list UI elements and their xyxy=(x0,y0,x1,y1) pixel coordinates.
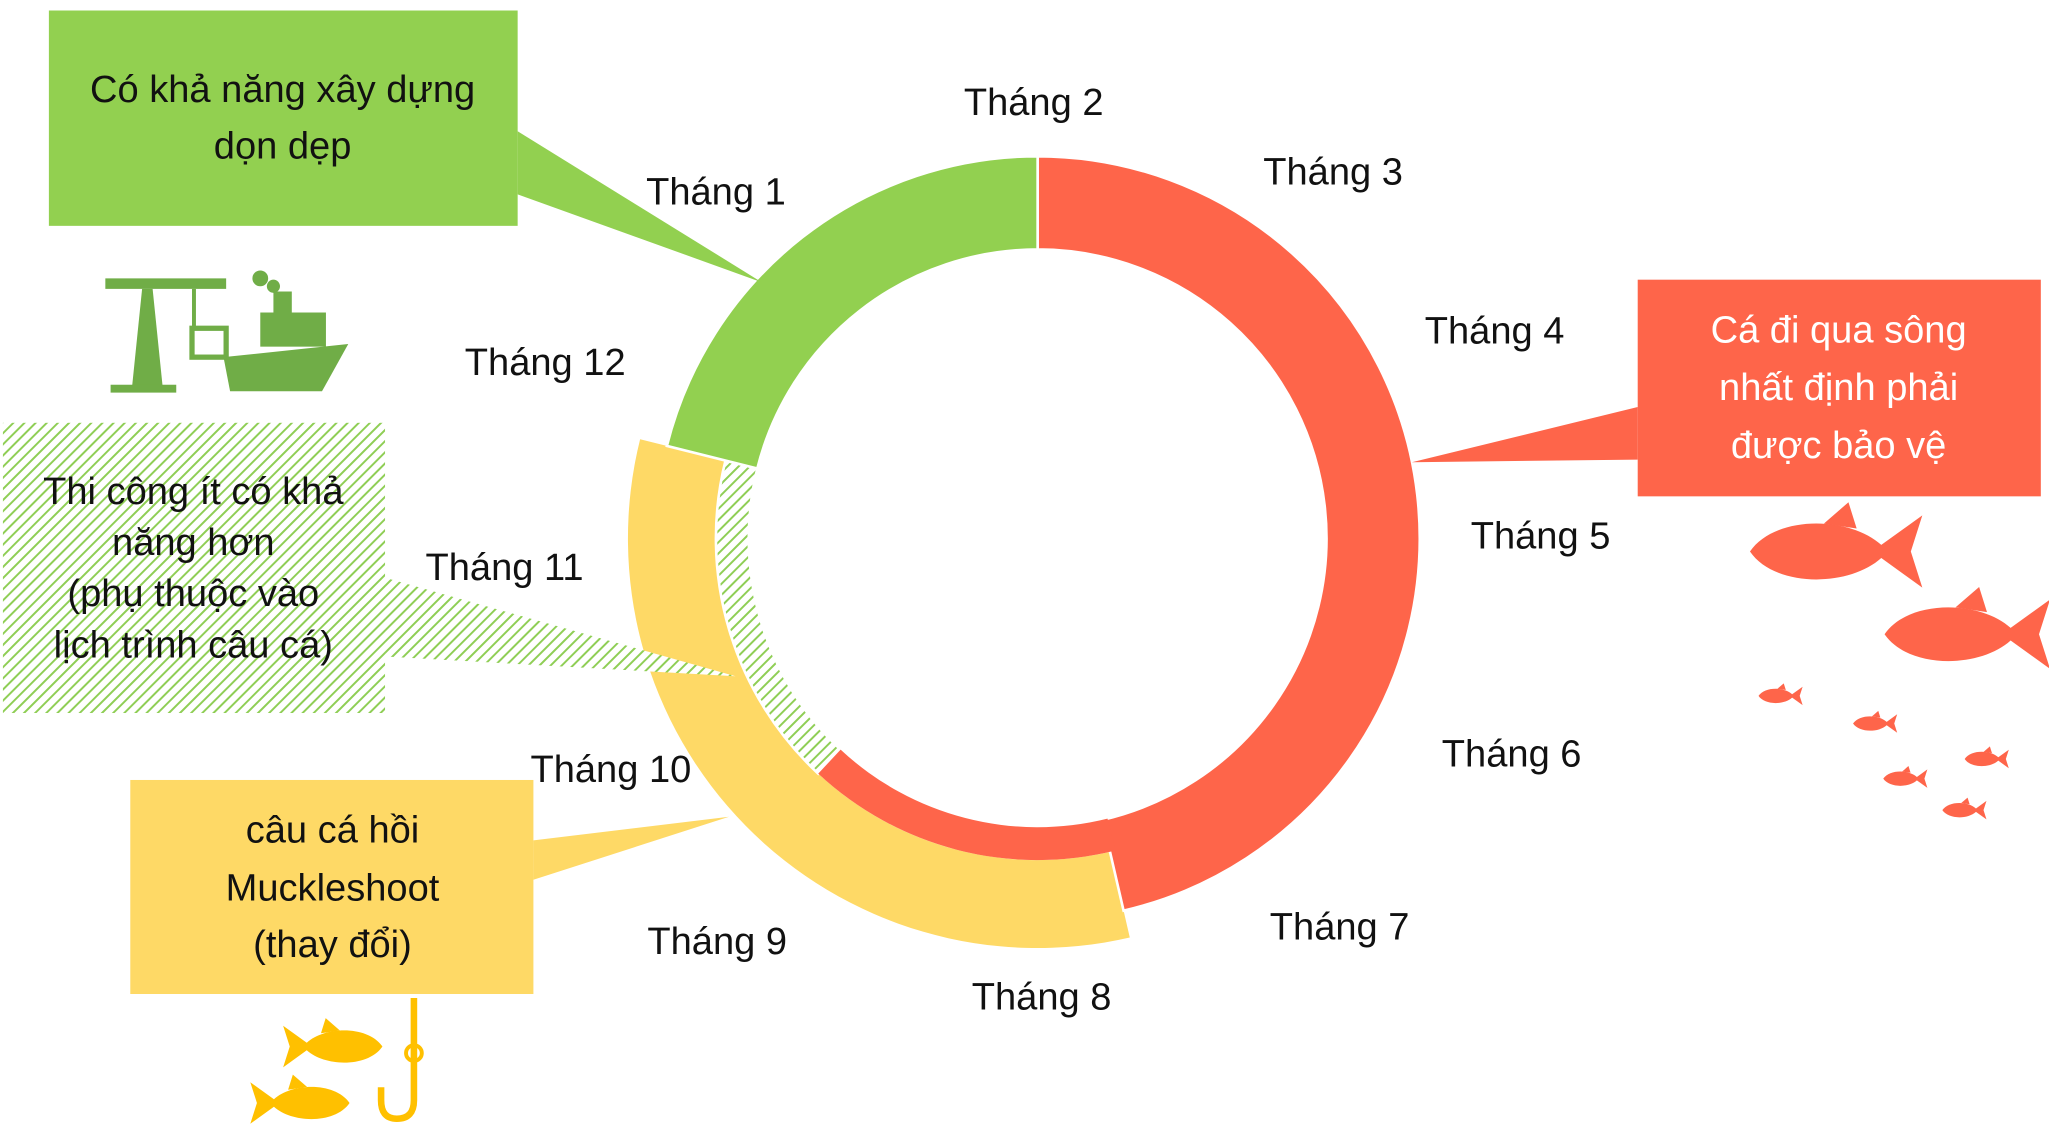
month-label: Tháng 11 xyxy=(426,547,584,589)
month-label: Tháng 1 xyxy=(646,171,786,213)
callout-box xyxy=(3,423,385,713)
callout-text: Muckleshoot xyxy=(226,867,440,909)
callout-text: câu cá hồi xyxy=(246,810,420,852)
fish-protection-arc xyxy=(1038,156,1420,910)
month-label: Tháng 5 xyxy=(1471,515,1611,557)
fish-icons xyxy=(1750,502,2049,819)
callout-box xyxy=(49,11,518,226)
month-label: Tháng 7 xyxy=(1270,907,1410,949)
diagram: Có khả năng xây dựng dọn dẹp Cá đi qua s… xyxy=(0,0,2049,1124)
callout-text: Có khả năng xây dựng xyxy=(90,69,475,111)
port-icon xyxy=(105,270,348,392)
callout-text: năng hơn xyxy=(112,522,275,564)
callout-text: Cá đi qua sông xyxy=(1711,309,1967,351)
month-label: Tháng 2 xyxy=(964,82,1104,124)
month-label: Tháng 4 xyxy=(1425,311,1565,353)
fishing-icon xyxy=(250,998,421,1124)
callout-text: (thay đổi) xyxy=(253,924,412,966)
callout-pointer xyxy=(533,817,729,880)
callout-text: Thi công ít có khả xyxy=(43,471,344,513)
callout-text: nhất định phải xyxy=(1719,367,1958,409)
month-label: Tháng 3 xyxy=(1263,152,1403,194)
month-label: Tháng 6 xyxy=(1442,733,1582,775)
month-label: Tháng 12 xyxy=(465,342,626,384)
month-label: Tháng 10 xyxy=(530,749,691,791)
callout-pointer xyxy=(1412,407,1638,462)
callout-text: lịch trình câu cá) xyxy=(54,624,333,666)
callout-text: (phụ thuộc vào xyxy=(67,573,319,615)
callout-text: được bảo vệ xyxy=(1731,425,1947,467)
page: Có khả năng xây dựng dọn dẹp Cá đi qua s… xyxy=(0,0,2049,1124)
month-label: Tháng 8 xyxy=(972,976,1112,1018)
month-label: Tháng 9 xyxy=(647,921,787,963)
fishing-season-arc xyxy=(628,439,1130,948)
callout-text: dọn dẹp xyxy=(214,125,352,167)
